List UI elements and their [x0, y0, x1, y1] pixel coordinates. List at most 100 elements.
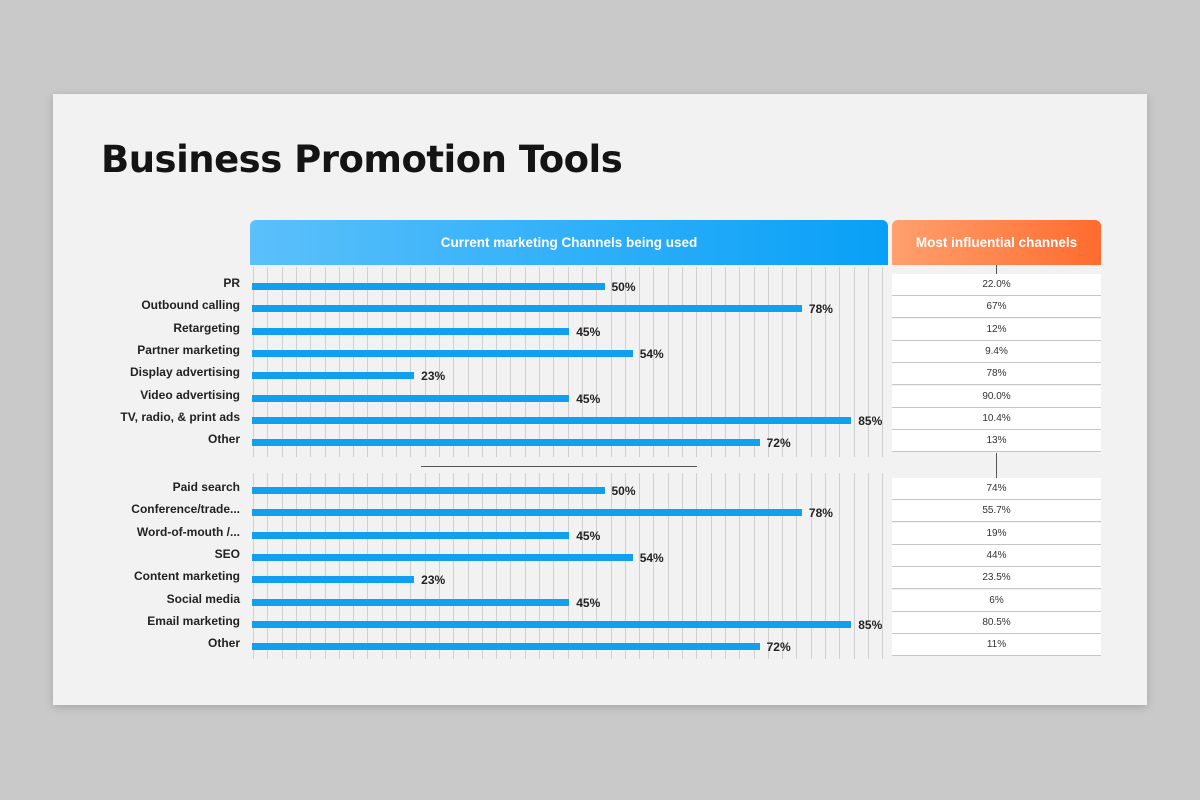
grid-line: [367, 473, 369, 659]
bar-category-label: Conference/trade...: [131, 502, 240, 517]
grid-line: [295, 473, 297, 659]
bar-category-label: Word-of-mouth /...: [136, 524, 240, 539]
grid-line: [438, 473, 440, 659]
influential-value-cell: 80.5%: [892, 611, 1101, 634]
grid-line: [438, 267, 440, 457]
grid-line: [524, 473, 526, 659]
influential-channels-header: Most influential channels: [892, 220, 1101, 265]
grid-line: [739, 267, 741, 457]
grid-line: [310, 267, 312, 457]
bar: [252, 576, 415, 584]
grid-line: [267, 473, 269, 659]
grid-line: [710, 473, 712, 659]
bar-value-label: 23%: [421, 369, 446, 384]
grid-line: [324, 473, 326, 659]
bar: [252, 283, 605, 290]
grid-line: [739, 473, 741, 659]
grid-line: [581, 473, 583, 659]
grid-line: [510, 473, 512, 659]
grid-line: [867, 473, 869, 659]
connector-line-top: [996, 265, 997, 274]
grid-line: [610, 267, 612, 457]
grid-line: [467, 267, 469, 457]
influential-value-cell: 67%: [892, 296, 1101, 319]
grid-line: [496, 267, 498, 457]
grid-line: [853, 473, 855, 659]
influential-value-cell: 23.5%: [892, 567, 1101, 590]
bar-value-label: 78%: [808, 506, 833, 521]
grid-line: [767, 267, 769, 457]
influential-value-cell: 19%: [892, 522, 1101, 545]
influential-value-cell: 74%: [892, 478, 1101, 500]
bar-value-label: 85%: [858, 617, 883, 632]
grid-line: [710, 267, 712, 457]
grid-line: [353, 473, 355, 659]
bar-category-label: Outbound calling: [141, 298, 240, 313]
bar: [252, 349, 633, 357]
influential-value-cell: 11%: [892, 634, 1101, 657]
grid-line: [310, 473, 312, 659]
grid-line: [667, 267, 669, 457]
page-title: Business Promotion Tools: [101, 138, 623, 181]
grid-line: [810, 267, 812, 457]
influential-channels-header-label: Most influential channels: [915, 235, 1078, 250]
bar-value-label: 23%: [421, 573, 446, 588]
bar-category-label: Paid search: [172, 480, 240, 494]
grid-line: [882, 267, 884, 457]
grid-line: [825, 267, 826, 457]
grid-line: [324, 267, 326, 457]
grid-line: [410, 473, 412, 659]
grid-line: [867, 267, 869, 457]
grid-line: [553, 473, 555, 659]
grid-line: [281, 267, 283, 457]
bar: [252, 643, 760, 651]
influential-value-cell: 78%: [892, 363, 1101, 386]
grid-line: [539, 267, 540, 457]
bar: [252, 439, 760, 447]
grid-line: [381, 267, 383, 457]
bar-category-label: Retargeting: [173, 320, 240, 335]
grid-line: [581, 267, 583, 457]
grid-line: [639, 267, 641, 457]
bar-value-label: 54%: [639, 346, 664, 361]
influential-value-cell: 9.4%: [892, 340, 1101, 363]
bar-category-label: Partner marketing: [137, 342, 240, 357]
grid-line: [839, 267, 841, 457]
influential-value-cell: 55.7%: [892, 500, 1101, 523]
grid-line: [624, 473, 626, 659]
bar: [252, 394, 570, 402]
bar-value-label: 54%: [639, 550, 664, 565]
bar: [252, 598, 570, 606]
bar-category-label: Other: [207, 432, 240, 447]
grid-line: [295, 267, 297, 457]
current-channels-header-label: Current marketing Channels being used: [440, 235, 698, 250]
grid-line: [453, 267, 455, 457]
influential-value-cell: 6%: [892, 589, 1101, 612]
bar-value-label: 50%: [611, 484, 636, 498]
group-divider: [421, 466, 697, 467]
bar-category-label: Content marketing: [133, 569, 240, 584]
grid-line: [753, 473, 755, 659]
bar-value-label: 45%: [576, 324, 601, 339]
grid-line: [253, 473, 254, 659]
bar: [252, 487, 605, 494]
grid-line: [782, 473, 784, 659]
influential-value-cell: 10.4%: [892, 407, 1101, 430]
bar-chart-grid-top: [250, 267, 888, 457]
grid-line: [667, 473, 669, 659]
grid-line: [481, 473, 483, 659]
grid-line: [796, 473, 798, 659]
grid-line: [624, 267, 626, 457]
bar-category-label: Display advertising: [129, 365, 240, 380]
grid-line: [281, 473, 283, 659]
bar-value-label: 78%: [808, 302, 833, 317]
grid-line: [510, 267, 512, 457]
grid-line: [367, 267, 369, 457]
bar-value-label: 72%: [766, 436, 791, 451]
bar-value-label: 45%: [576, 391, 601, 406]
grid-line: [381, 473, 383, 659]
grid-line: [682, 267, 683, 457]
bar: [252, 509, 802, 517]
bar-category-label: SEO: [214, 546, 240, 561]
grid-line: [338, 473, 340, 659]
